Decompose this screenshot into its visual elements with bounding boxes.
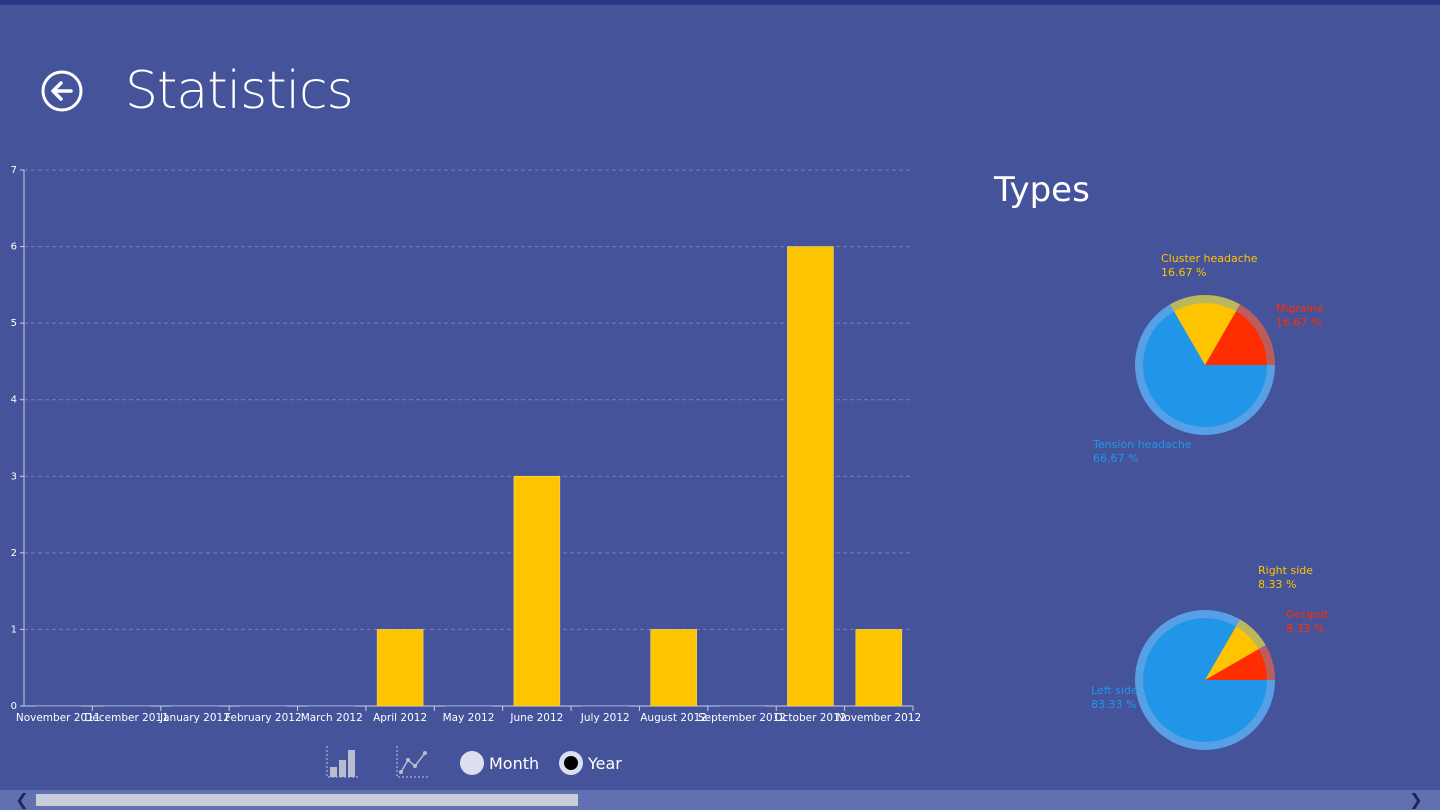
bar bbox=[308, 706, 355, 707]
pie-slice bbox=[1205, 626, 1259, 680]
pie-slice bbox=[1205, 649, 1267, 680]
pie-percent: 16.67 % bbox=[1276, 316, 1321, 329]
pie-label: Left side bbox=[1091, 684, 1138, 697]
bar bbox=[719, 706, 766, 707]
y-tick-label: 7 bbox=[11, 165, 17, 176]
pie-slice-ring bbox=[1235, 304, 1275, 365]
page-title: Statistics bbox=[125, 61, 354, 121]
x-tick-label: April 2012 bbox=[373, 712, 427, 724]
pie-percent: 66.67 % bbox=[1093, 452, 1138, 465]
pie-label: Migraine bbox=[1276, 302, 1324, 315]
x-tick-label: November 2011 bbox=[16, 712, 101, 724]
pie-label: Tension headache bbox=[1092, 438, 1192, 451]
line-chart-icon bbox=[396, 746, 429, 778]
bar bbox=[787, 246, 834, 707]
month-radio-label: Month bbox=[489, 753, 540, 773]
y-tick-label: 1 bbox=[11, 624, 17, 635]
y-tick-label: 2 bbox=[11, 548, 17, 559]
bar-chart-button[interactable] bbox=[325, 744, 361, 780]
y-tick-label: 5 bbox=[11, 318, 17, 329]
month-radio[interactable]: Month bbox=[460, 750, 539, 776]
year-radio[interactable]: Year bbox=[559, 750, 622, 776]
bar bbox=[103, 706, 150, 707]
x-tick-label: February 2012 bbox=[225, 712, 302, 724]
year-radio-label: Year bbox=[588, 753, 622, 773]
scroll-thumb[interactable] bbox=[36, 794, 578, 806]
scroll-left-icon[interactable]: ❮ bbox=[15, 790, 29, 809]
x-tick-label: March 2012 bbox=[301, 712, 363, 724]
pie-percent: 16.67 % bbox=[1161, 266, 1206, 279]
x-tick-label: November 2012 bbox=[836, 712, 921, 724]
x-tick-label: September 2012 bbox=[698, 712, 786, 724]
y-tick-label: 6 bbox=[11, 242, 17, 253]
pie-slice-ring bbox=[1236, 619, 1266, 650]
x-tick-label: December 2011 bbox=[84, 712, 169, 724]
x-tick-label: July 2012 bbox=[580, 712, 630, 724]
pie-slice-ring bbox=[1258, 645, 1275, 680]
back-button[interactable] bbox=[40, 69, 83, 112]
x-tick-label: June 2012 bbox=[509, 712, 563, 724]
scroll-right-icon[interactable]: ❯ bbox=[1409, 790, 1423, 809]
bar bbox=[376, 629, 424, 707]
month-radio-dot bbox=[460, 751, 484, 775]
pie-label: Cluster headache bbox=[1161, 252, 1258, 265]
pie-slice bbox=[1205, 311, 1267, 365]
horizontal-scrollbar[interactable]: ❮ ❯ bbox=[0, 790, 1440, 810]
pie-percent: 8.33 % bbox=[1258, 578, 1296, 591]
x-tick-label: May 2012 bbox=[443, 712, 495, 724]
pie-slice bbox=[1143, 618, 1267, 742]
line-chart-button[interactable] bbox=[395, 744, 431, 780]
pie-slice-ring bbox=[1169, 295, 1240, 312]
bar bbox=[171, 706, 218, 707]
pie-percent: 83.33 % bbox=[1091, 698, 1136, 711]
pie-percent: 8.33 % bbox=[1286, 622, 1324, 635]
pie-label: Right side bbox=[1258, 564, 1313, 577]
y-tick-label: 4 bbox=[11, 395, 17, 406]
x-tick-label: August 2012 bbox=[640, 712, 707, 724]
x-tick-label: October 2012 bbox=[774, 712, 846, 724]
bar bbox=[240, 706, 287, 707]
y-tick-label: 3 bbox=[11, 471, 17, 482]
top-accent-bar bbox=[0, 0, 1440, 5]
pie-slice bbox=[1143, 311, 1267, 427]
bar bbox=[855, 629, 903, 707]
bar bbox=[35, 706, 82, 707]
pie-slice bbox=[1173, 303, 1236, 365]
x-tick-label: January 2012 bbox=[159, 712, 230, 724]
bar bbox=[445, 706, 492, 707]
bar bbox=[650, 629, 697, 707]
y-tick-label: 0 bbox=[11, 701, 17, 712]
year-radio-dot bbox=[559, 751, 583, 775]
bar bbox=[513, 476, 561, 707]
back-arrow-icon bbox=[41, 70, 83, 112]
bar-chart-icon bbox=[326, 746, 359, 778]
bar bbox=[582, 706, 629, 707]
types-title: Types bbox=[994, 170, 1090, 210]
pie-label: Occiput bbox=[1286, 608, 1329, 621]
